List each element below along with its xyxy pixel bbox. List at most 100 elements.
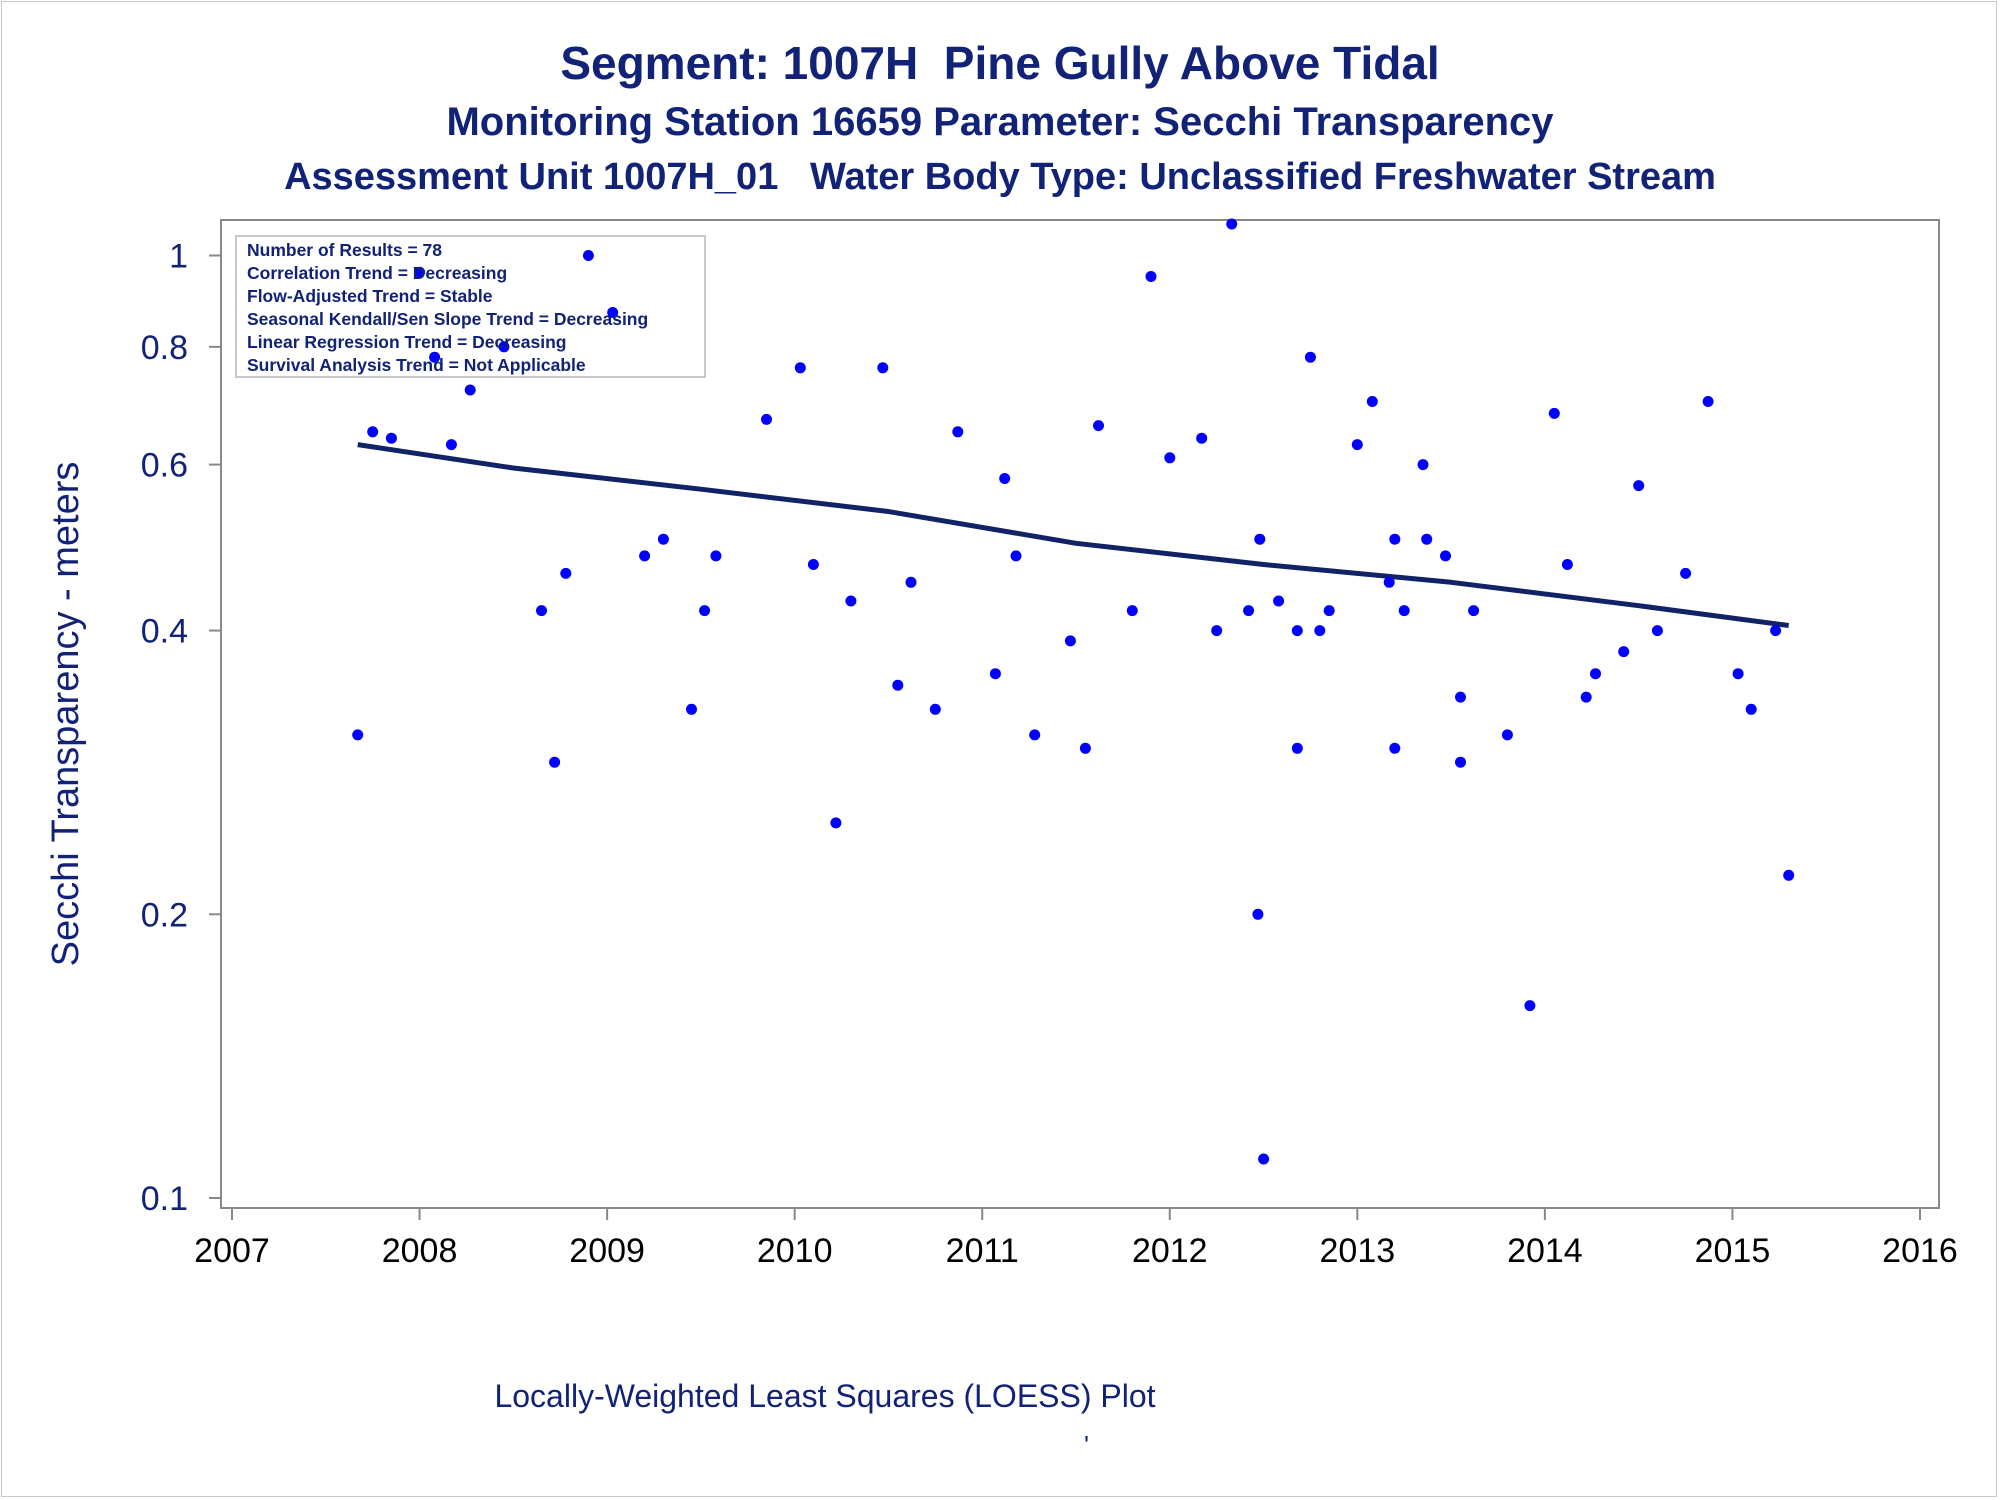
data-point <box>1383 576 1395 588</box>
legend-entry: Linear Regression Trend = Decreasing <box>247 332 567 352</box>
data-points <box>352 218 1795 1165</box>
data-point <box>1273 595 1285 607</box>
data-point <box>429 351 441 363</box>
x-tick-label: 2015 <box>1695 1232 1771 1270</box>
data-point <box>414 266 426 278</box>
data-point <box>1164 452 1176 464</box>
data-point <box>1468 605 1480 617</box>
data-point <box>1548 407 1560 419</box>
data-point <box>1366 396 1378 407</box>
data-point <box>807 559 819 570</box>
data-point <box>989 668 1001 680</box>
x-tick-label: 2016 <box>1882 1232 1958 1270</box>
x-tick-label: 2008 <box>382 1232 458 1270</box>
data-point <box>1258 1153 1270 1165</box>
legend-entry: Flow-Adjusted Trend = Stable <box>247 286 493 306</box>
data-point <box>1254 533 1266 545</box>
data-point <box>445 439 457 451</box>
data-point <box>1010 550 1022 562</box>
data-point <box>464 384 476 396</box>
legend-entry: Survival Analysis Trend = Not Applicable <box>247 355 586 375</box>
axes: 2007 2008 2009 2010 2011 2012 2013 2014 2015 2016… <box>141 238 1958 1270</box>
data-point <box>1145 271 1157 282</box>
data-point <box>1702 396 1714 407</box>
x-tick-label: 2007 <box>194 1232 270 1270</box>
data-point <box>1455 691 1466 703</box>
chart-subtitle: Monitoring Station 16659 Parameter: Secc… <box>446 100 1554 144</box>
data-point <box>1252 908 1264 920</box>
data-point <box>830 817 842 829</box>
data-point <box>877 362 889 374</box>
legend: Number of Results = 78 Correlation Trend … <box>235 235 706 378</box>
data-point <box>1064 635 1076 647</box>
x-tick-label: 2013 <box>1320 1232 1396 1270</box>
data-point <box>1783 869 1795 881</box>
footnote: Locally-Weighted Least Squares (LOESS) P… <box>494 1378 1156 1414</box>
data-point <box>1389 742 1401 754</box>
footnote-mark: ' <box>1084 1430 1089 1460</box>
data-point <box>929 703 941 715</box>
data-point <box>1304 351 1316 363</box>
data-point <box>1580 691 1592 703</box>
chart-subtitle-2: Assessment Unit 1007H_01 Water Body Type… <box>284 156 1716 198</box>
data-point <box>352 729 364 741</box>
legend-box <box>235 235 706 378</box>
y-tick-label: 0.8 <box>141 329 188 367</box>
data-point <box>1243 605 1255 617</box>
data-point <box>607 307 619 318</box>
data-point <box>1126 605 1138 617</box>
data-point <box>1561 559 1573 570</box>
plot-area <box>220 219 1940 1209</box>
data-point <box>1291 742 1303 754</box>
data-point <box>1226 218 1238 230</box>
data-point <box>1389 533 1401 545</box>
y-tick-label: 0.4 <box>141 613 188 651</box>
data-point <box>1093 420 1104 432</box>
data-point <box>845 595 857 607</box>
x-tick-label: 2012 <box>1132 1232 1208 1270</box>
data-point <box>536 605 547 617</box>
data-point <box>639 550 651 562</box>
data-point <box>1314 625 1326 637</box>
data-point <box>1455 756 1466 768</box>
data-point <box>1745 703 1757 715</box>
data-point <box>999 473 1011 484</box>
legend-entry: Number of Results = 78 <box>247 240 442 260</box>
y-tick-label: 0.6 <box>141 447 188 485</box>
trend-line-group <box>357 442 1790 628</box>
y-tick-label: 0.2 <box>141 896 188 934</box>
data-point <box>905 576 917 588</box>
y-axis-label: Secchi Transparency - meters <box>45 462 87 967</box>
data-point <box>1618 646 1630 658</box>
data-point <box>1633 480 1645 492</box>
data-point <box>1351 439 1363 451</box>
data-point <box>657 533 669 545</box>
chart-title: Segment: 1007H Pine Gully Above Tidal <box>560 37 1440 89</box>
x-tick-label: 2010 <box>757 1232 833 1270</box>
x-tick-label: 2014 <box>1507 1232 1583 1270</box>
data-point <box>892 679 904 691</box>
data-point <box>1398 605 1410 617</box>
data-point <box>1421 533 1433 545</box>
data-point <box>367 426 379 438</box>
data-point <box>1524 1000 1536 1012</box>
data-point <box>1029 729 1041 741</box>
y-tick-label: 0.1 <box>141 1180 188 1218</box>
data-point <box>1770 625 1782 637</box>
data-point <box>1417 459 1429 471</box>
data-point <box>560 567 572 579</box>
data-point <box>699 605 711 617</box>
data-point <box>761 413 772 425</box>
data-point <box>1291 625 1303 637</box>
data-point <box>1501 729 1513 741</box>
data-point <box>1440 550 1451 562</box>
data-point <box>1211 625 1223 637</box>
y-tick-label: 1 <box>169 238 188 276</box>
loess-trend-line <box>357 442 1790 628</box>
data-point <box>549 756 561 768</box>
data-point <box>1196 432 1208 444</box>
data-point <box>385 432 397 444</box>
data-point <box>1651 625 1663 637</box>
